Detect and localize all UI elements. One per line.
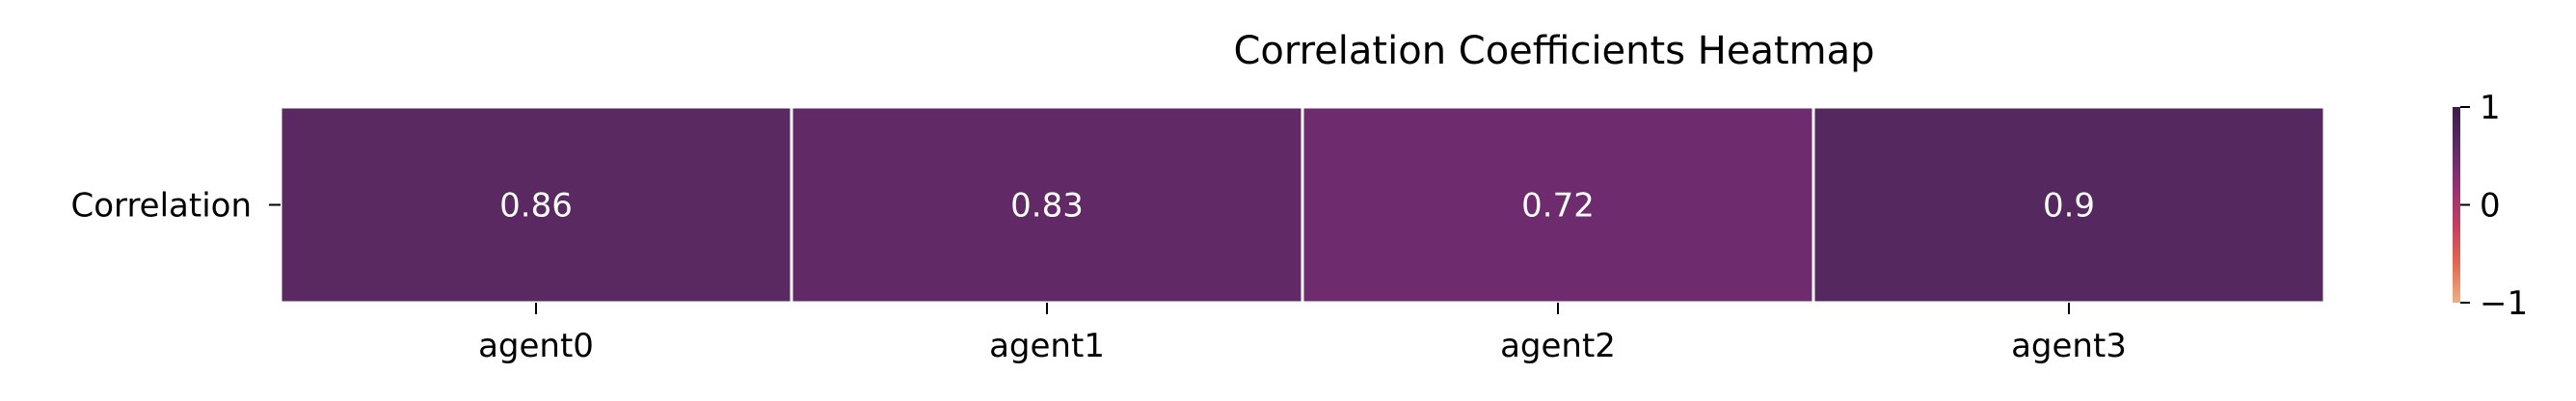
x-tick-label: agent1 — [989, 327, 1105, 365]
x-tick-label: agent0 — [478, 327, 594, 365]
chart-title: Correlation Coefficients Heatmap — [1233, 29, 1874, 73]
colorbar-tick-label: 0 — [2480, 187, 2501, 226]
cell-value-label: 0.83 — [1010, 187, 1084, 226]
colorbar: 1 0 −1 — [2453, 89, 2528, 323]
heatmap-cells: 0.86 0.83 0.72 0.9 — [279, 105, 2326, 305]
cell-value-label: 0.86 — [499, 187, 573, 226]
cell-value-label: 0.72 — [1521, 187, 1595, 226]
colorbar-tick-label: 1 — [2480, 89, 2501, 127]
colorbar-tick-label: −1 — [2480, 284, 2528, 323]
heatmap-cell-agent2 — [1301, 105, 1815, 305]
colorbar-gradient — [2453, 107, 2460, 303]
heatmap-cell-agent1 — [790, 105, 1304, 305]
y-axis: Correlation — [71, 187, 281, 226]
y-tick-label: Correlation — [71, 187, 252, 226]
heatmap-cell-agent3 — [1811, 105, 2326, 305]
heatmap-cell-agent0 — [279, 105, 793, 305]
x-tick-label: agent2 — [1500, 327, 1616, 365]
x-axis: agent0 agent1 agent2 agent3 — [478, 303, 2127, 365]
x-tick-label: agent3 — [2011, 327, 2127, 365]
cell-value-label: 0.9 — [2043, 187, 2095, 226]
